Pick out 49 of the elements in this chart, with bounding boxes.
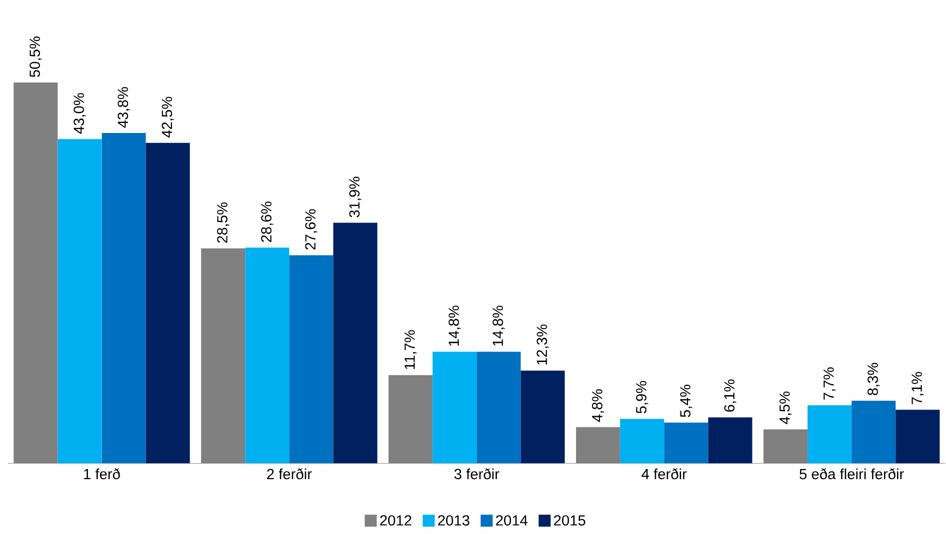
x-tick-label: 4 ferðir: [642, 468, 687, 480]
legend-label: 2014: [496, 515, 528, 526]
bar: [146, 142, 190, 464]
data-label: 4,5%: [780, 392, 792, 424]
bar: [763, 429, 808, 464]
data-label: 27,6%: [305, 209, 318, 250]
bar: [620, 418, 664, 464]
bar: [896, 410, 940, 464]
bar: [576, 427, 620, 464]
data-label: 28,5%: [217, 202, 230, 243]
data-label: 28,6%: [261, 202, 274, 242]
data-label: 31,9%: [349, 176, 362, 218]
data-label: 42,5%: [162, 96, 174, 138]
data-label: 14,8%: [448, 306, 461, 346]
bar: [58, 139, 102, 464]
data-label: 50,5%: [30, 36, 42, 78]
data-label: 11,7%: [404, 330, 417, 370]
bar: [808, 405, 852, 464]
data-label: 5,9%: [636, 381, 648, 414]
bar: [289, 255, 334, 464]
data-label: 6,1%: [724, 380, 736, 412]
x-tick-label: 3 ferðir: [454, 468, 500, 480]
bar: [852, 400, 896, 464]
data-label: 43,8%: [118, 87, 130, 128]
bar: [664, 422, 708, 464]
legend-label: 2013: [438, 515, 470, 526]
data-label: 12,3%: [536, 324, 549, 365]
data-label: 7,7%: [824, 367, 836, 400]
bar: [14, 82, 58, 464]
x-tick-label: 1 ferð: [84, 468, 120, 480]
bar: [388, 375, 433, 464]
x-tick-label: 2 ferðir: [267, 468, 312, 480]
bar: [476, 352, 521, 464]
bar: [432, 352, 477, 464]
data-label: 43,0%: [74, 93, 86, 134]
data-label: 14,8%: [492, 306, 505, 346]
bar: [333, 222, 378, 464]
data-label: 4,8%: [592, 389, 604, 422]
bar: [245, 248, 290, 464]
bar: [201, 248, 246, 464]
x-tick-label: 5 eða fleiri ferðir: [800, 468, 904, 480]
data-label: 5,4%: [680, 384, 692, 418]
legend-label: 2015: [554, 515, 586, 526]
data-label: 7,1%: [912, 372, 924, 404]
data-label: 8,3%: [868, 362, 880, 396]
legend-label: 2012: [380, 515, 412, 526]
bar: [708, 417, 752, 464]
bar: [520, 370, 565, 464]
bar: [102, 133, 146, 464]
